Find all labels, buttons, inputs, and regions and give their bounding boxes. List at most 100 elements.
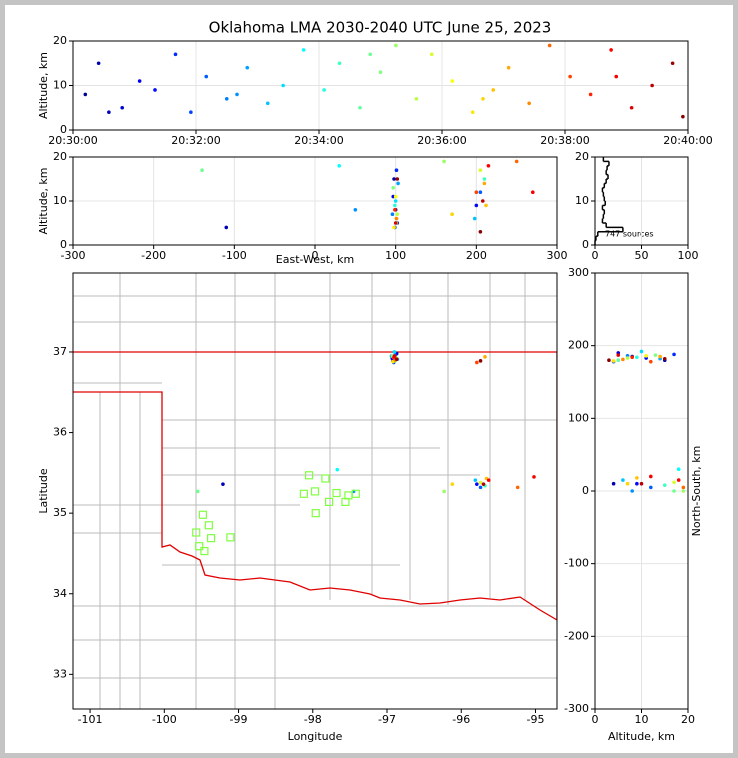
- source-point: [265, 101, 270, 106]
- source-point: [224, 225, 229, 230]
- source-point: [478, 190, 483, 194]
- lma-station: [299, 489, 308, 498]
- y-tick-label: 36: [53, 426, 67, 439]
- source-point: [395, 212, 400, 216]
- source-point: [394, 43, 398, 48]
- source-point: [392, 177, 396, 181]
- source-point: [392, 354, 397, 358]
- source-point: [450, 482, 455, 486]
- x-tick-label: 20:30:00: [48, 134, 97, 147]
- source-point: [200, 168, 204, 172]
- source-point: [625, 356, 630, 360]
- source-point: [650, 83, 654, 88]
- x-tick-label: 10: [635, 713, 649, 726]
- figure-background: [5, 5, 733, 753]
- source-point: [482, 177, 487, 181]
- source-point: [506, 65, 511, 70]
- y-tick-label: 20: [575, 150, 589, 163]
- source-point: [644, 354, 648, 358]
- source-point: [491, 88, 496, 92]
- source-point: [322, 88, 326, 92]
- lma-station: [321, 474, 330, 483]
- x-tick-label: -97: [378, 713, 396, 726]
- source-point: [478, 485, 483, 490]
- source-point: [390, 212, 395, 216]
- x-tick-label: 100: [678, 249, 699, 262]
- x-tick-label: 20:34:00: [294, 134, 343, 147]
- y-tick-label: -300: [564, 702, 589, 715]
- source-point: [221, 482, 225, 486]
- source-point: [486, 478, 491, 482]
- lma-station: [200, 546, 209, 556]
- source-point: [245, 65, 250, 70]
- x-tick-label: 0: [312, 249, 319, 262]
- state-border: [73, 351, 557, 620]
- source-point: [672, 352, 676, 357]
- source-point: [486, 164, 491, 168]
- source-point: [616, 358, 621, 363]
- source-point: [478, 230, 483, 234]
- source-point: [189, 110, 193, 114]
- source-point: [607, 358, 611, 363]
- x-axis-label: Longitude: [288, 730, 343, 743]
- source-point: [630, 355, 634, 360]
- source-point: [629, 105, 634, 110]
- source-point: [616, 353, 621, 357]
- y-tick-label: 10: [53, 79, 67, 92]
- source-point: [107, 110, 111, 114]
- y-tick-label: 200: [568, 339, 589, 352]
- source-point: [335, 467, 340, 472]
- x-tick-label: 20:40:00: [663, 134, 712, 147]
- y-axis-label: Altitude, km: [37, 52, 50, 119]
- y-tick-label: 35: [53, 506, 67, 519]
- y-tick-label: 33: [53, 667, 67, 680]
- source-point: [480, 199, 485, 203]
- source-point: [639, 481, 644, 486]
- x-tick-label: 0: [592, 713, 599, 726]
- source-point: [391, 186, 396, 190]
- y-tick-label: 100: [568, 411, 589, 424]
- source-point: [394, 216, 399, 221]
- x-tick-label: 0: [592, 249, 599, 262]
- y-tick-label: 10: [53, 194, 67, 207]
- x-tick-label: -100: [222, 249, 247, 262]
- source-point: [473, 478, 478, 482]
- source-point: [672, 480, 676, 485]
- lma-station: [304, 471, 314, 480]
- x-tick-label: -300: [61, 249, 86, 262]
- source-point: [414, 97, 419, 101]
- source-point: [676, 467, 681, 472]
- source-point: [681, 485, 686, 490]
- source-point: [474, 203, 479, 208]
- y-tick-label: 37: [53, 345, 67, 358]
- source-point: [588, 92, 593, 97]
- y-tick-label: -100: [564, 557, 589, 570]
- plot-frame: [72, 156, 558, 246]
- lma-station: [192, 528, 201, 537]
- plot-frame: [594, 156, 689, 246]
- lma-station: [204, 521, 213, 530]
- source-point: [393, 194, 398, 199]
- source-point: [204, 74, 209, 79]
- source-point: [531, 190, 535, 194]
- source-point: [396, 181, 400, 186]
- y-axis-label: Latitude: [37, 468, 50, 514]
- y-tick-label: 34: [53, 587, 67, 600]
- source-point: [393, 199, 398, 203]
- source-point: [611, 481, 616, 486]
- source-point: [681, 114, 685, 119]
- source-point: [470, 110, 475, 114]
- source-point: [195, 489, 200, 494]
- source-point: [639, 349, 644, 354]
- source-point: [653, 353, 658, 357]
- source-point: [474, 190, 479, 194]
- source-point: [482, 181, 487, 186]
- source-point: [475, 482, 479, 486]
- y-tick-label: 0: [582, 238, 589, 251]
- source-point: [649, 474, 653, 479]
- source-point: [358, 105, 362, 110]
- source-point: [635, 355, 639, 360]
- source-point: [481, 97, 485, 101]
- lma-station: [206, 534, 216, 543]
